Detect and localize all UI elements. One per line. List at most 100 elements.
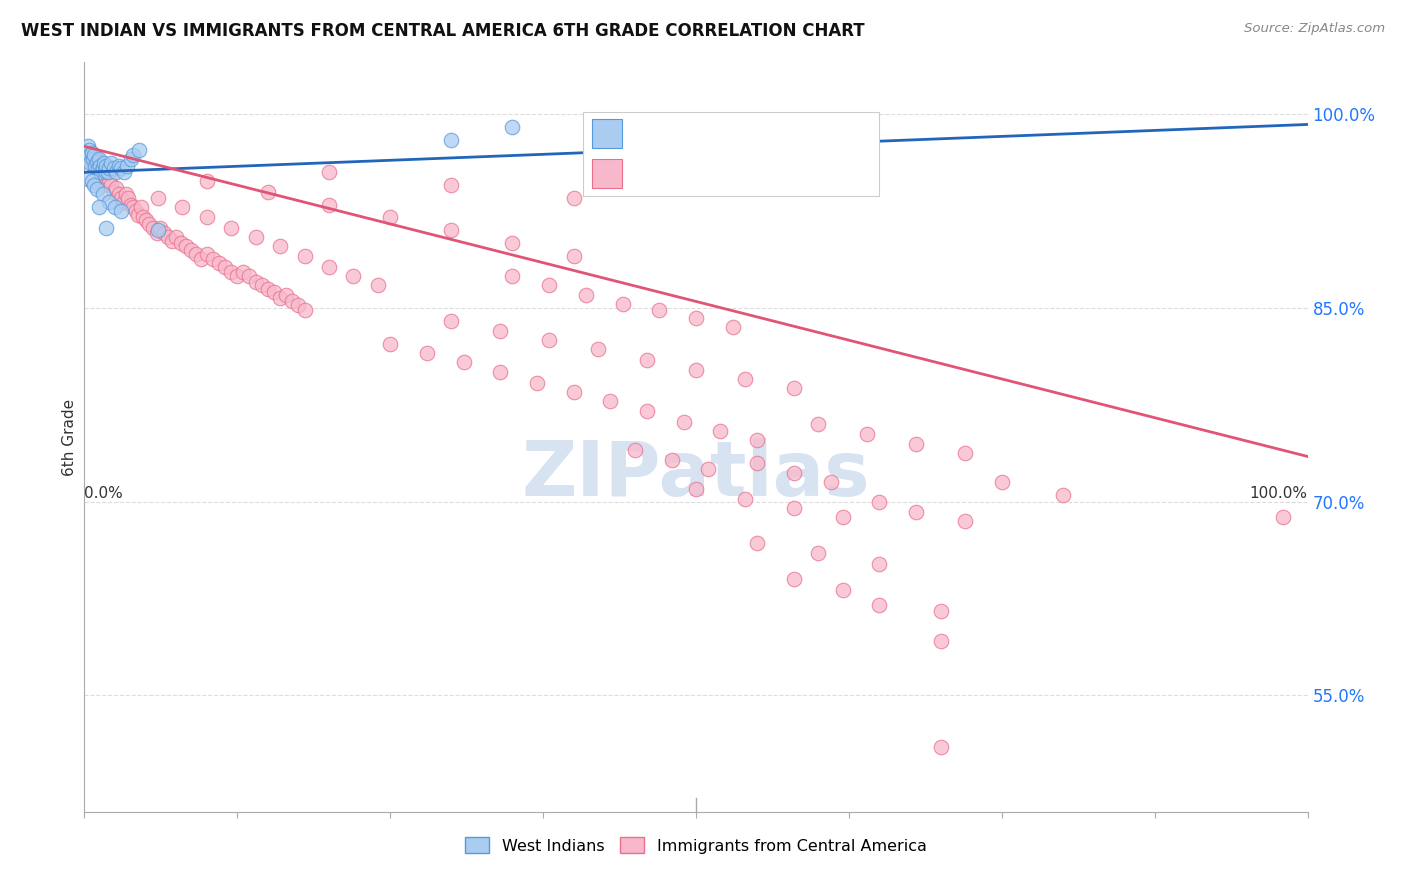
Point bbox=[342, 268, 364, 283]
Point bbox=[156, 230, 179, 244]
Point bbox=[245, 230, 267, 244]
Point bbox=[180, 243, 202, 257]
Point bbox=[97, 161, 120, 176]
Point bbox=[195, 174, 218, 188]
Point bbox=[440, 133, 463, 147]
Point bbox=[201, 252, 224, 266]
Point bbox=[83, 155, 105, 169]
Point bbox=[538, 333, 561, 347]
Point bbox=[79, 148, 101, 162]
Point bbox=[120, 153, 142, 167]
Point bbox=[129, 200, 152, 214]
Text: 0.407: 0.407 bbox=[693, 125, 754, 143]
Point bbox=[734, 372, 756, 386]
Point bbox=[219, 220, 242, 235]
Point bbox=[174, 239, 197, 253]
Point bbox=[91, 161, 114, 176]
Point bbox=[685, 311, 707, 326]
Point bbox=[112, 165, 135, 179]
Legend: West Indians, Immigrants from Central America: West Indians, Immigrants from Central Am… bbox=[458, 830, 934, 860]
Point bbox=[122, 148, 145, 162]
Point bbox=[96, 220, 118, 235]
Point bbox=[90, 169, 112, 183]
Text: ZIPatlas: ZIPatlas bbox=[522, 438, 870, 511]
Point bbox=[103, 161, 125, 176]
Point bbox=[80, 156, 103, 170]
Point bbox=[86, 182, 108, 196]
Point bbox=[125, 204, 148, 219]
Bar bbox=[592, 159, 621, 188]
Point bbox=[104, 200, 127, 214]
Point bbox=[820, 475, 842, 490]
Point bbox=[165, 230, 187, 244]
Point bbox=[87, 153, 110, 167]
Point bbox=[138, 217, 160, 231]
Point bbox=[149, 220, 172, 235]
Point bbox=[538, 277, 561, 292]
Point bbox=[142, 220, 165, 235]
Point bbox=[367, 277, 389, 292]
Point bbox=[170, 236, 193, 251]
Point bbox=[86, 153, 108, 167]
Point bbox=[94, 169, 117, 183]
Text: 138: 138 bbox=[804, 164, 841, 182]
Point bbox=[440, 314, 463, 328]
Point bbox=[90, 165, 112, 179]
Point bbox=[489, 324, 512, 338]
Point bbox=[107, 187, 129, 202]
Point bbox=[93, 156, 115, 170]
Point bbox=[276, 288, 298, 302]
Point bbox=[257, 185, 280, 199]
Point bbox=[172, 200, 194, 214]
Text: 43: 43 bbox=[804, 125, 830, 143]
Text: R =: R = bbox=[634, 164, 666, 182]
Point bbox=[245, 275, 267, 289]
Point bbox=[831, 510, 853, 524]
Point bbox=[208, 255, 231, 269]
Point bbox=[747, 536, 769, 550]
Point bbox=[105, 180, 128, 194]
Point bbox=[79, 153, 101, 167]
Point bbox=[318, 260, 340, 274]
Point bbox=[953, 445, 976, 459]
Point bbox=[77, 145, 100, 160]
Point bbox=[318, 197, 340, 211]
Point bbox=[905, 436, 928, 450]
Point bbox=[100, 156, 122, 170]
Point bbox=[562, 191, 585, 205]
Point bbox=[153, 226, 176, 240]
Point bbox=[624, 442, 647, 457]
Point bbox=[869, 494, 891, 508]
Point bbox=[709, 424, 731, 438]
Point bbox=[93, 165, 115, 179]
Point bbox=[783, 572, 806, 586]
Point bbox=[294, 303, 316, 318]
Point bbox=[115, 187, 138, 202]
Point bbox=[195, 246, 218, 260]
Y-axis label: 6th Grade: 6th Grade bbox=[62, 399, 77, 475]
Point bbox=[747, 433, 769, 447]
Point bbox=[120, 197, 142, 211]
Point bbox=[783, 501, 806, 516]
Point bbox=[586, 343, 609, 357]
Point bbox=[783, 467, 806, 481]
Point bbox=[502, 236, 524, 251]
Point bbox=[416, 346, 439, 360]
Point bbox=[132, 211, 155, 225]
Point bbox=[162, 234, 184, 248]
Point bbox=[77, 171, 100, 186]
Point bbox=[96, 159, 118, 173]
Text: N=: N= bbox=[761, 164, 794, 182]
Point bbox=[97, 194, 120, 209]
Point bbox=[831, 582, 853, 597]
Point bbox=[219, 265, 242, 279]
Point bbox=[86, 155, 108, 169]
Point bbox=[77, 143, 100, 157]
Point bbox=[82, 153, 104, 167]
Point bbox=[100, 178, 122, 193]
Point bbox=[685, 363, 707, 377]
Point bbox=[110, 161, 132, 176]
Text: -0.507: -0.507 bbox=[693, 164, 755, 182]
Point bbox=[1052, 488, 1074, 502]
Point bbox=[953, 514, 976, 528]
